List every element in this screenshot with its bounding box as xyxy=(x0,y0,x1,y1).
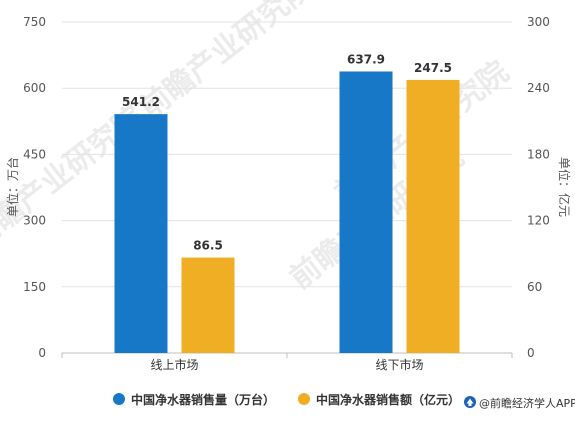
legend-swatch xyxy=(298,393,310,405)
data-label: 86.5 xyxy=(193,239,223,253)
y2-tick-label: 240 xyxy=(527,81,550,95)
y2-tick-label: 180 xyxy=(527,147,550,161)
qianzhan-logo-icon xyxy=(464,396,476,408)
bar xyxy=(181,257,235,353)
data-label: 637.9 xyxy=(347,52,385,66)
legend-label: 中国净水器销售额（亿元） xyxy=(316,392,460,407)
legend: 中国净水器销售量（万台） 中国净水器销售额（亿元） xyxy=(113,392,460,407)
legend-label: 中国净水器销售量（万台） xyxy=(131,392,275,407)
source-text: @前瞻经济学人APP xyxy=(479,396,575,410)
y-tick-label: 450 xyxy=(23,147,46,161)
y-tick-label: 300 xyxy=(23,214,46,228)
source-attribution: @前瞻经济学人APP xyxy=(464,396,575,410)
y-tick-label: 150 xyxy=(23,280,46,294)
y-tick-label: 600 xyxy=(23,81,46,95)
value-labels: 541.2 86.5 637.9 247.5 xyxy=(122,52,452,252)
watermark-text: 前瞻产业研究院 xyxy=(133,0,320,126)
y2-tick-label: 300 xyxy=(527,15,550,29)
data-label: 541.2 xyxy=(122,95,160,109)
bars xyxy=(114,71,460,354)
x-tick-label: 线上市场 xyxy=(150,357,198,372)
legend-item[interactable]: 中国净水器销售量（万台） xyxy=(113,392,275,407)
y-tick-label: 750 xyxy=(23,15,46,29)
y2-tick-label: 120 xyxy=(527,214,550,228)
x-tick-label: 线下市场 xyxy=(375,357,423,372)
legend-item[interactable]: 中国净水器销售额（亿元） xyxy=(298,392,460,407)
y2-tick-label: 0 xyxy=(527,346,535,360)
legend-swatch xyxy=(113,393,125,405)
y2-tick-label: 60 xyxy=(527,280,542,294)
bar xyxy=(406,79,460,354)
y2-axis-title: 单位：亿元 xyxy=(557,157,572,217)
y-axis-title: 单位：万台 xyxy=(5,157,20,217)
bar xyxy=(339,71,393,354)
y-axis-right: 0 60 120 180 240 300 xyxy=(527,15,550,360)
bar xyxy=(114,114,168,354)
x-axis: 线上市场 线下市场 xyxy=(61,353,513,372)
data-label: 247.5 xyxy=(414,61,452,75)
y-axis-left: 0 150 300 450 600 750 xyxy=(23,15,46,360)
y-tick-label: 0 xyxy=(38,346,46,360)
